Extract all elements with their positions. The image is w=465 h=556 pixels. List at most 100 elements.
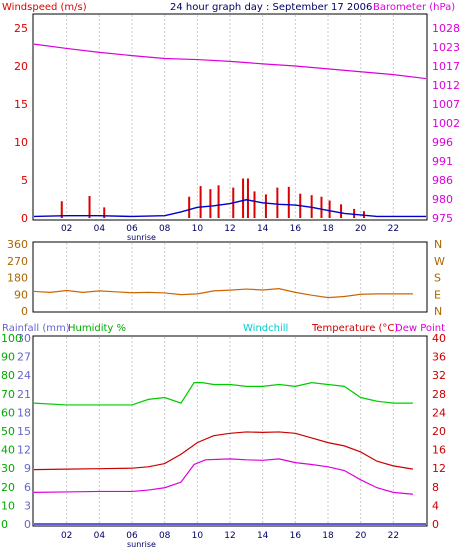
hour-tick: 20 [355,531,367,541]
temperature-tick: 40 [432,332,446,345]
humidity-tick: 70 [1,388,15,401]
chart-title: 24 hour graph day : September 17 2006 [170,2,372,13]
barometer-tick: 975 [432,212,453,225]
barometer-tick: 1002 [432,117,460,130]
rainfall-tick: 6 [24,481,31,494]
humidity-tick: 20 [1,481,15,494]
temperature-label: Temperature (°C) [311,323,398,334]
hour-tick: 10 [192,531,204,541]
hour-tick: 16 [290,531,302,541]
barometer-tick: 1028 [432,22,460,35]
barometer-tick: 1017 [432,60,460,73]
humidity-tick: 90 [1,351,15,364]
wind-direction-line [33,288,413,299]
hour-tick: 18 [322,224,334,234]
barometer-label: Barometer (hPa) [373,2,455,13]
hour-tick: 08 [159,224,171,234]
panel3-series [33,382,426,525]
temperature-tick: 4 [432,499,439,512]
humidity-label: Humidity % [68,323,126,334]
barometer-tick: 991 [432,155,453,168]
humidity-tick: 0 [1,518,8,531]
hour-tick: 02 [61,531,72,541]
temperature-tick: 0 [432,518,439,531]
temperature-tick: 8 [432,481,439,494]
humidity-tick: 30 [1,462,15,475]
barometer-tick: 986 [432,174,453,187]
windspeed-tick: 10 [14,136,28,149]
temperature-axis: 0 4 8 12 16 20 24 28 32 36 40 [432,332,446,531]
hour-tick: 06 [126,224,138,234]
direction-tick: 0 [21,305,28,318]
humidity-tick: 60 [1,406,15,419]
compass-letter: E [434,288,441,301]
hour-tick: 22 [388,531,399,541]
wind-gust-series [60,178,365,218]
rainfall-tick: 30 [17,332,31,345]
dewpoint-label: Dew Point [395,323,445,334]
hour-tick: 16 [290,224,302,234]
windspeed-tick: 0 [21,212,28,225]
temperature-tick: 32 [432,369,446,382]
hour-tick: 12 [224,531,235,541]
rainfall-tick: 21 [17,388,31,401]
rainfall-tick: 9 [24,462,31,475]
sunrise-label-2: sunrise [127,540,156,549]
windchill-label: Windchill [243,323,288,334]
compass-letter: N [434,238,442,251]
direction-axis: 0 90 180 270 360 [7,238,28,318]
temperature-humidity-panel: 0102030405060708090100036912151821242730… [1,323,446,549]
dewpoint-line [33,458,413,495]
panel2-gridlines [66,243,394,311]
wind-average-series [33,199,426,218]
panel1-x-axis: 02 04 06 08 10 12 14 16 18 20 22 [61,224,399,234]
rainfall-label: Rainfall (mm) [2,323,70,334]
rainfall-tick: 24 [17,369,31,382]
hour-tick: 14 [257,224,269,234]
barometer-tick: 980 [432,193,453,206]
wind-direction-series [33,288,413,299]
compass-letter: W [434,255,445,268]
windspeed-label: Windspeed (m/s) [2,2,87,13]
barometer-tick: 1023 [432,41,460,54]
rainfall-tick: 3 [24,499,31,512]
rainfall-tick: 0 [24,518,31,531]
hour-tick: 20 [355,224,367,234]
humidity-tick: 50 [1,425,15,438]
windspeed-axis: 0 5 10 15 20 25 [14,22,28,225]
barometer-axis: 975 980 986 991 996 1002 1007 1012 1017 1023 1028 [432,22,460,225]
compass-letter: S [434,272,441,285]
rainfall-tick: 12 [17,444,31,457]
temperature-tick: 16 [432,444,446,457]
panel3-x-axis: 02 04 06 08 10 12 14 16 18 20 22 [61,531,399,541]
hour-tick: 12 [224,224,235,234]
hour-tick: 04 [94,531,106,541]
sunrise-label-1: sunrise [127,233,156,242]
windspeed-tick: 15 [14,98,28,111]
hour-tick: 04 [94,224,106,234]
temperature-line [33,431,414,471]
barometer-tick: 1007 [432,98,460,111]
temperature-tick: 12 [432,462,446,475]
rain-humidity-axis: 0 10 20 30 40 50 60 70 80 90 100 0 3 6 9 12 15 18 21 24 27 30 [1,332,31,531]
barometer-series [33,43,427,80]
wind-average-line [33,199,426,218]
direction-tick: 270 [7,255,28,268]
hour-tick: 14 [257,531,269,541]
direction-tick: 90 [14,288,28,301]
hour-tick: 22 [388,224,399,234]
humidity-tick: 100 [1,332,22,345]
windspeed-tick: 20 [14,60,28,73]
rainfall-tick: 15 [17,425,31,438]
temperature-tick: 20 [432,425,446,438]
hour-tick: 08 [159,531,171,541]
hour-tick: 02 [61,224,72,234]
hour-tick: 10 [192,224,204,234]
direction-tick: 180 [7,272,28,285]
temperature-tick: 36 [432,351,446,364]
humidity-tick: 80 [1,369,15,382]
